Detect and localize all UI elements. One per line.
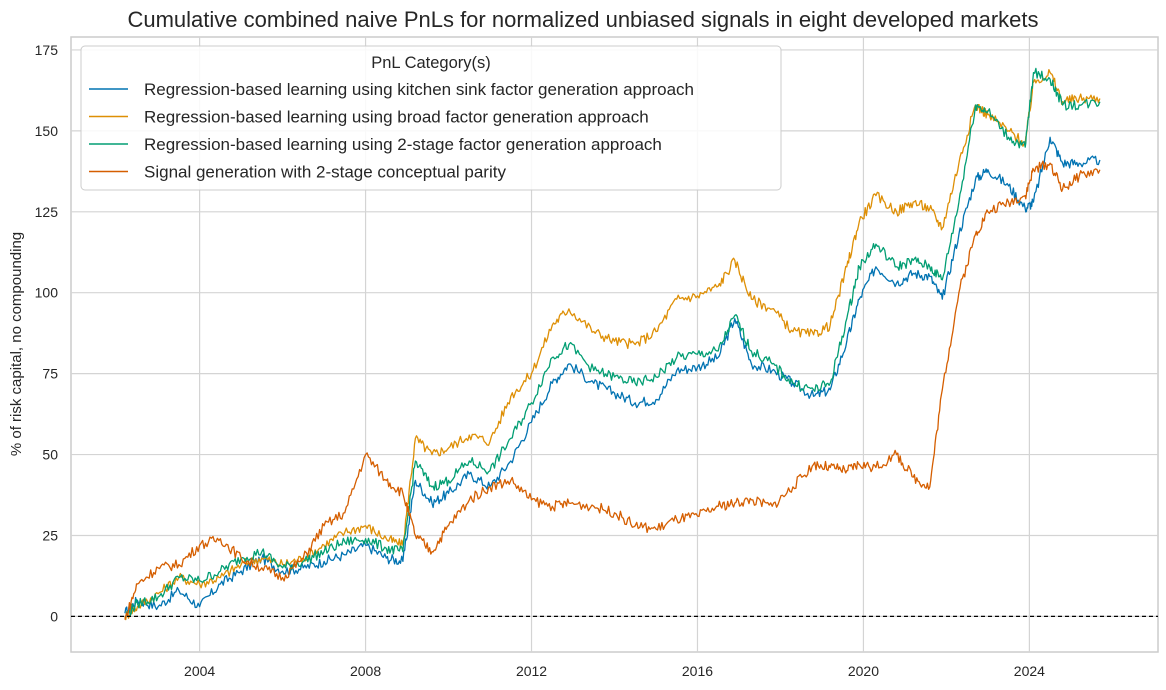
legend: PnL Category(s) Regression-based learnin… (80, 45, 782, 191)
legend-label: Signal generation with 2-stage conceptua… (144, 163, 506, 182)
x-axis-ticks: 2004 2008 2012 2016 2020 2024 (184, 663, 1045, 679)
x-tick-label: 2004 (184, 663, 215, 679)
y-tick-label: 100 (35, 285, 59, 301)
x-tick-label: 2008 (350, 663, 381, 679)
legend-items: Regression-based learning using kitchen … (89, 80, 694, 182)
series-line-3 (124, 67, 1101, 618)
series-line-2 (124, 68, 1101, 621)
series-line-1 (124, 136, 1101, 616)
y-tick-label: 0 (50, 608, 58, 624)
chart-title: Cumulative combined naive PnLs for norma… (127, 7, 1038, 32)
x-tick-label: 2020 (848, 663, 879, 679)
legend-box (80, 45, 782, 191)
legend-label: Regression-based learning using broad fa… (144, 108, 649, 127)
series-line-4 (124, 160, 1101, 620)
y-tick-label: 50 (42, 447, 58, 463)
legend-label: Regression-based learning using 2-stage … (144, 135, 662, 154)
x-tick-label: 2012 (516, 663, 547, 679)
y-axis-label: % of risk capital, no compounding (8, 232, 25, 456)
y-tick-label: 25 (42, 527, 58, 543)
x-tick-label: 2016 (682, 663, 713, 679)
y-tick-label: 125 (35, 204, 59, 220)
legend-title: PnL Category(s) (371, 54, 491, 72)
y-tick-label: 175 (35, 42, 59, 58)
y-tick-label: 150 (35, 123, 59, 139)
x-tick-label: 2024 (1014, 663, 1045, 679)
series-lines (124, 67, 1101, 621)
y-tick-label: 75 (42, 366, 58, 382)
legend-label: Regression-based learning using kitchen … (144, 80, 694, 99)
y-axis-ticks: 0 25 50 75 100 125 150 175 (35, 42, 59, 624)
